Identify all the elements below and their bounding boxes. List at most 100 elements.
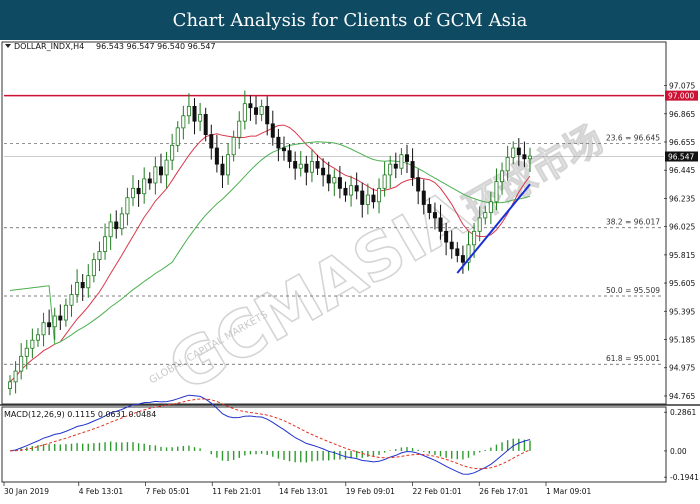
macd-tick-label: 0.00 <box>670 447 687 456</box>
candle-body <box>97 251 102 260</box>
candle-body <box>438 217 443 232</box>
candle-body <box>432 212 437 219</box>
candle-body <box>488 201 493 213</box>
candle-body <box>186 105 191 117</box>
candle-body <box>41 322 46 336</box>
signal-line <box>9 398 531 470</box>
price-chart[interactable]: GCMASIA GLOBAL CAPITAL MARKETS 环球市场 23.6… <box>0 40 700 500</box>
candle-body <box>444 230 449 243</box>
candle-body <box>528 155 533 160</box>
candle-body <box>175 127 180 146</box>
candle-body <box>371 194 376 203</box>
candle-body <box>86 275 91 289</box>
candle-body <box>164 159 169 176</box>
fib-level-label: 38.2 = 96.017 <box>606 218 660 227</box>
candle-body <box>220 163 225 176</box>
candle-body <box>170 144 175 161</box>
candle-body <box>192 105 197 122</box>
macd-pane-frame <box>1 406 667 483</box>
candle-body <box>13 370 18 383</box>
price-tick-label: 96.655 <box>669 138 695 147</box>
current-price-label: 96.547 <box>668 152 694 161</box>
candle-body <box>158 166 163 176</box>
candle-body <box>75 282 80 295</box>
candle-body <box>131 187 136 199</box>
candle-body <box>198 114 203 122</box>
time-tick-label: 26 Feb 17:01 <box>479 487 528 496</box>
price-tick-label: 95.605 <box>669 279 695 288</box>
candle-body <box>382 174 387 189</box>
dropdown-triangle-icon[interactable] <box>5 44 11 48</box>
candle-body <box>500 170 505 183</box>
macd-indicator: 0.2861 0.00 -0.1941 <box>9 394 699 482</box>
candle-body <box>337 177 342 189</box>
candle-body <box>226 154 231 176</box>
candle-body <box>52 315 57 328</box>
candle-body <box>58 315 63 321</box>
candle-body <box>270 123 275 138</box>
candle-body <box>153 166 158 184</box>
candle-body <box>254 107 259 115</box>
candle-body <box>421 190 426 205</box>
price-tick-label: 94.975 <box>669 364 695 373</box>
candle-body <box>24 347 29 357</box>
price-tick-label: 94.765 <box>669 392 695 401</box>
candle-body <box>293 161 298 169</box>
candles <box>7 90 533 396</box>
candle-body <box>393 163 398 169</box>
time-tick-label: 14 Feb 13:01 <box>279 487 328 496</box>
candle-body <box>477 217 482 232</box>
candle-body <box>265 105 270 125</box>
candle-body <box>483 212 488 219</box>
candle-body <box>281 147 286 152</box>
candle-body <box>516 147 521 156</box>
candle-body <box>287 150 292 162</box>
candle-body <box>214 147 219 165</box>
time-tick-label: 19 Feb 09:01 <box>346 487 395 496</box>
candle-body <box>377 187 382 203</box>
candle-body <box>91 259 96 277</box>
resistance-price-tag <box>665 90 698 101</box>
candle-body <box>103 236 108 252</box>
time-axis: 30 Jan 2019 4 Feb 13:01 7 Feb 05:01 11 Feb … <box>3 482 592 496</box>
moving-averages <box>9 124 531 383</box>
time-tick-label: 7 Feb 05:01 <box>146 487 191 496</box>
candle-body <box>142 178 147 195</box>
candle-body <box>321 167 326 176</box>
candle-body <box>304 163 309 173</box>
price-tick-label: 95.815 <box>669 251 695 260</box>
candle-body <box>259 105 264 115</box>
candle-body <box>136 187 141 195</box>
candle-body <box>231 136 236 156</box>
candle-body <box>237 120 242 138</box>
candle-body <box>326 174 331 184</box>
fib-level-label: 61.8 = 95.001 <box>606 354 660 363</box>
candle-body <box>19 355 24 372</box>
candle-body <box>511 147 516 158</box>
candle-body <box>309 161 314 173</box>
candle-body <box>298 163 303 169</box>
macd-tick-label: 0.2861 <box>670 408 696 417</box>
candle-body <box>35 334 40 341</box>
candle-body <box>315 161 320 169</box>
price-axis: 97.075 96.865 96.655 96.445 96.235 96.025 95.8… <box>664 82 698 401</box>
main-pane-frame <box>1 41 667 405</box>
price-tick-label: 97.075 <box>669 82 695 91</box>
price-tick-label: 96.025 <box>669 223 695 232</box>
resistance-price-label: 97.000 <box>668 92 694 101</box>
candle-body <box>125 197 130 215</box>
candle-body <box>349 185 354 196</box>
candle-body <box>119 213 124 230</box>
candle-body <box>416 177 421 192</box>
trendline-layer[interactable] <box>456 183 531 274</box>
macd-line <box>9 394 531 475</box>
candle-body <box>209 134 214 149</box>
ohlc-label: 96.543 96.547 96.540 96.547 <box>96 42 216 51</box>
candle-body <box>399 154 404 169</box>
current-price-tag <box>665 151 698 162</box>
chart-panel[interactable]: GCMASIA GLOBAL CAPITAL MARKETS 环球市场 23.6… <box>0 40 700 500</box>
candle-body <box>365 194 370 205</box>
macd-tick-label: -0.1941 <box>670 473 699 482</box>
candle-body <box>522 154 527 160</box>
candle-body <box>276 136 281 149</box>
